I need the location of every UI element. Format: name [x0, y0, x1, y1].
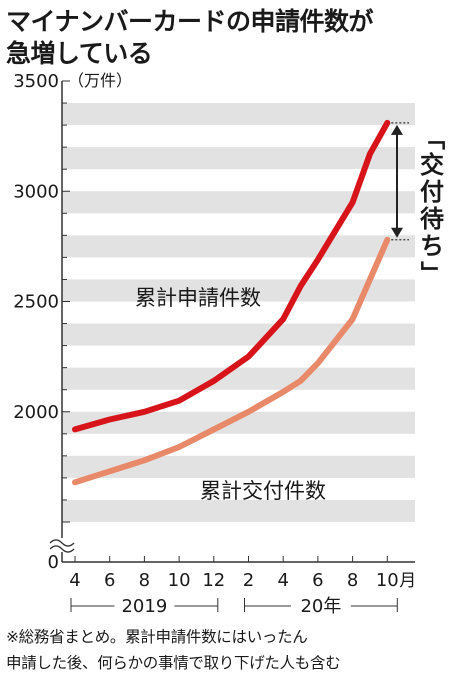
y-unit-label: （万件）	[68, 71, 132, 90]
annotation-char: 待	[420, 205, 444, 233]
x-tick-label: 2	[243, 570, 254, 591]
grid-band	[62, 455, 415, 478]
annotation-char: 「	[418, 126, 446, 150]
grid-band	[62, 235, 415, 258]
y-tick-label: 3500	[13, 71, 59, 92]
x-tick-label: 10	[376, 570, 399, 591]
axis-break-mark	[49, 539, 75, 553]
x-tick-label: 4	[69, 570, 80, 591]
grid-band	[62, 191, 415, 214]
grid-band	[62, 279, 415, 302]
axes	[49, 80, 415, 612]
chart-title-line-2: 急増している	[6, 39, 153, 68]
y-tick-label: 0	[48, 552, 59, 573]
x-tick-label: 10	[168, 570, 191, 591]
gap-arrow-head	[391, 124, 403, 135]
y-tick-label: 2000	[13, 402, 59, 423]
annotation-char: 付	[420, 178, 444, 206]
annotation-char: ち	[420, 232, 444, 260]
grid-band	[62, 323, 415, 346]
grid-band	[62, 103, 415, 126]
grid-band	[62, 367, 415, 390]
x-tick-label: 8	[139, 570, 150, 591]
series-line-issued	[72, 236, 391, 486]
x-tick-label: 12	[202, 570, 225, 591]
x-tick-label: 6	[104, 570, 115, 591]
x-month-suffix: 月	[399, 571, 416, 591]
annotation-char: 交	[420, 151, 444, 179]
grid-stripes	[62, 103, 415, 522]
year-label: 20年	[300, 596, 341, 617]
grid-band	[62, 411, 415, 434]
series-label-applications: 累計申請件数	[135, 286, 261, 310]
series-line-applications	[72, 119, 391, 433]
source-note-line-1: ※総務省まとめ。累計申請件数にはいったん	[6, 628, 308, 646]
series-lines	[72, 119, 391, 486]
annotation-char: 」	[418, 261, 446, 285]
x-tick-label: 6	[312, 570, 323, 591]
grid-band	[62, 147, 415, 170]
x-tick-label: 8	[347, 570, 358, 591]
y-tick-label: 3000	[13, 181, 59, 202]
x-tick-label: 4	[277, 570, 288, 591]
y-tick-label: 2500	[13, 292, 59, 313]
gap-arrow-head	[391, 227, 403, 238]
series-label-issued: 累計交付件数	[200, 479, 326, 503]
grid-band	[62, 499, 415, 522]
source-note-line-2: 申請した後、何らかの事情で取り下げた人も含む	[6, 654, 341, 672]
year-label: 2019	[121, 596, 167, 617]
chart-title-line-1: マイナンバーカードの申請件数が	[6, 7, 374, 36]
